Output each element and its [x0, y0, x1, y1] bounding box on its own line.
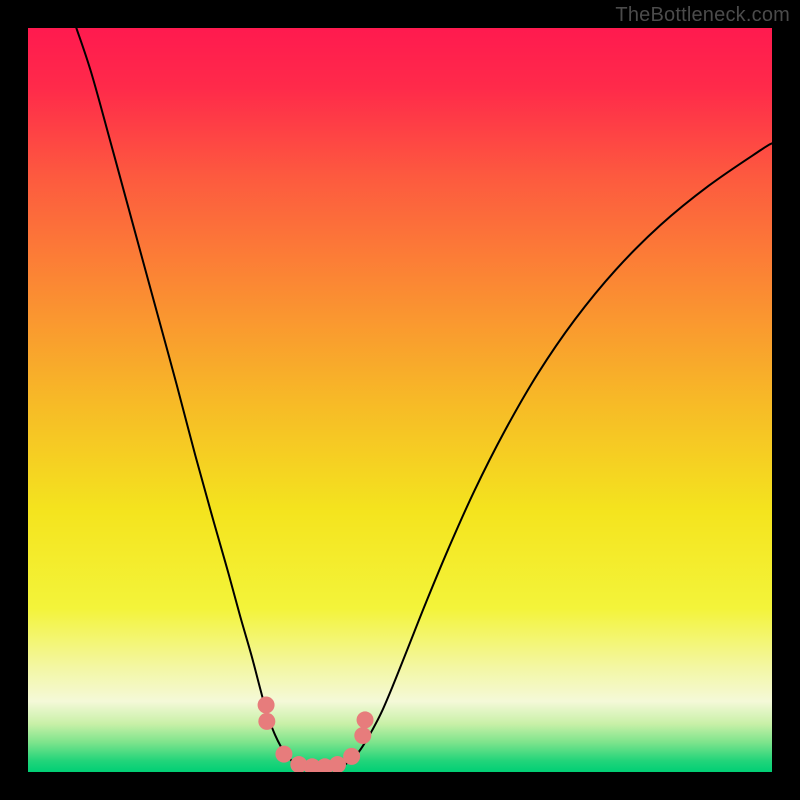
data-marker — [275, 746, 292, 763]
data-marker — [357, 711, 374, 728]
data-marker — [354, 727, 371, 744]
data-marker — [343, 748, 360, 765]
data-marker — [258, 713, 275, 730]
plot-area — [28, 28, 772, 772]
bottleneck-chart — [0, 0, 800, 800]
chart-container: TheBottleneck.com — [0, 0, 800, 800]
data-marker — [258, 697, 275, 714]
watermark-text: TheBottleneck.com — [615, 4, 790, 27]
